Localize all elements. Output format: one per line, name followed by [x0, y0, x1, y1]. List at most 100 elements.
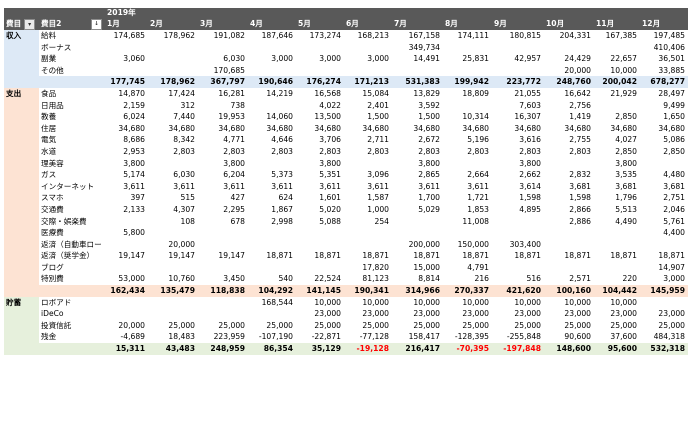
value-cell[interactable] [640, 239, 688, 251]
subtotal-value[interactable]: 135,479 [148, 285, 198, 297]
value-cell[interactable]: 10,000 [610, 297, 637, 307]
item-name[interactable]: 理美容 [41, 158, 64, 168]
value-cell[interactable]: 5,373 [271, 170, 293, 180]
value-cell[interactable]: 3,000 [271, 54, 293, 64]
value-cell[interactable]: 34,680 [168, 123, 195, 133]
item-name[interactable]: 残金 [41, 332, 57, 342]
month-header[interactable]: 8月 [443, 18, 492, 30]
value-cell[interactable]: 2,571 [569, 274, 591, 284]
value-cell[interactable]: 2,803 [367, 146, 389, 156]
value-cell[interactable] [248, 239, 296, 251]
value-cell[interactable]: 25,000 [266, 320, 293, 330]
value-cell[interactable]: 312 [180, 100, 196, 110]
value-cell[interactable] [105, 239, 148, 251]
value-cell[interactable]: 17,820 [362, 262, 389, 272]
value-cell[interactable]: 3,800 [615, 158, 637, 168]
item-name[interactable]: 投資信託 [41, 320, 72, 330]
month-header[interactable]: 2月 [148, 18, 198, 30]
month-header[interactable]: 10月 [544, 18, 594, 30]
value-cell[interactable] [594, 239, 640, 251]
subtotal-value[interactable]: 421,620 [492, 285, 544, 297]
value-cell[interactable]: 7,440 [173, 112, 195, 122]
year-label[interactable]: 2019年 [105, 8, 148, 18]
value-cell[interactable]: 216 [474, 274, 490, 284]
subtotal-value[interactable]: 104,292 [248, 285, 296, 297]
item-name[interactable]: その他 [41, 65, 64, 75]
subtotal-value[interactable]: 248,959 [198, 343, 248, 355]
value-cell[interactable]: 5,196 [467, 135, 489, 145]
value-cell[interactable] [492, 227, 544, 239]
value-cell[interactable]: 34,680 [314, 123, 341, 133]
value-cell[interactable] [344, 227, 392, 239]
value-cell[interactable]: 220 [622, 274, 638, 284]
subtotal-value[interactable]: 314,966 [392, 285, 443, 297]
value-cell[interactable] [443, 227, 492, 239]
value-cell[interactable]: 25,000 [564, 320, 591, 330]
item-name[interactable]: ロボアド [41, 297, 72, 307]
value-cell[interactable]: 5,029 [418, 204, 440, 214]
value-cell[interactable]: 10,000 [514, 297, 541, 307]
value-cell[interactable] [198, 308, 248, 320]
value-cell[interactable]: 178,962 [163, 31, 195, 40]
value-cell[interactable]: 11,008 [462, 216, 489, 226]
item-name[interactable]: 医療費 [41, 228, 64, 238]
value-cell[interactable]: 2,998 [271, 216, 293, 226]
value-cell[interactable]: 197,485 [653, 31, 685, 40]
value-cell[interactable]: 24,429 [564, 54, 591, 64]
subtotal-value[interactable]: 104,442 [594, 285, 640, 297]
value-cell[interactable]: -22,871 [311, 332, 341, 342]
value-cell[interactable]: 23,000 [514, 309, 541, 319]
value-cell[interactable]: 23,000 [658, 309, 685, 319]
value-cell[interactable]: 174,111 [457, 31, 489, 40]
value-cell[interactable]: 349,734 [408, 42, 440, 52]
subtotal-value[interactable]: 100,160 [544, 285, 594, 297]
value-cell[interactable]: 173,274 [309, 31, 341, 40]
category-cell[interactable]: 貯蓄 [4, 296, 39, 309]
value-cell[interactable]: 223,959 [213, 332, 245, 342]
value-cell[interactable]: 4,022 [319, 100, 341, 110]
value-cell[interactable]: 204,331 [559, 31, 591, 40]
value-cell[interactable]: 23,000 [314, 309, 341, 319]
value-cell[interactable]: 167,385 [605, 31, 637, 40]
value-cell[interactable]: 34,680 [462, 123, 489, 133]
value-cell[interactable]: 3,450 [223, 274, 245, 284]
value-cell[interactable]: 2,803 [418, 146, 440, 156]
value-cell[interactable] [198, 297, 248, 309]
value-cell[interactable]: 5,800 [123, 228, 145, 238]
item-name[interactable]: 食品 [41, 88, 57, 98]
value-cell[interactable]: 21,055 [514, 88, 541, 98]
value-cell[interactable]: 15,084 [362, 88, 389, 98]
value-cell[interactable]: 25,000 [610, 320, 637, 330]
value-cell[interactable]: 3,611 [367, 181, 389, 191]
value-cell[interactable]: 17,424 [168, 88, 195, 98]
value-cell[interactable]: 180,815 [509, 31, 541, 40]
value-cell[interactable] [443, 158, 492, 170]
value-cell[interactable]: 2,401 [367, 100, 389, 110]
value-cell[interactable]: 4,027 [615, 135, 637, 145]
value-cell[interactable]: 1,598 [519, 193, 541, 203]
value-cell[interactable] [248, 158, 296, 170]
row-field-1[interactable]: 費目 ▾ [4, 18, 39, 30]
month-header[interactable]: 9月 [492, 18, 544, 30]
value-cell[interactable]: 6,030 [223, 54, 245, 64]
value-cell[interactable] [105, 216, 148, 228]
value-cell[interactable] [594, 42, 640, 54]
subtotal-value[interactable]: 145,959 [640, 285, 688, 297]
value-cell[interactable]: 34,680 [564, 123, 591, 133]
value-cell[interactable] [105, 65, 148, 77]
value-cell[interactable]: 2,803 [569, 146, 591, 156]
value-cell[interactable] [544, 42, 594, 54]
value-cell[interactable]: 3,681 [569, 181, 591, 191]
value-cell[interactable]: 28,497 [658, 88, 685, 98]
subtotal-value[interactable]: 223,772 [492, 76, 544, 88]
value-cell[interactable]: 21,929 [610, 88, 637, 98]
value-cell[interactable] [492, 42, 544, 54]
month-header[interactable]: 7月 [392, 18, 443, 30]
value-cell[interactable]: 4,895 [519, 204, 541, 214]
value-cell[interactable]: 1,500 [367, 112, 389, 122]
value-cell[interactable]: 5,351 [319, 170, 341, 180]
value-cell[interactable] [198, 42, 248, 54]
value-cell[interactable]: 3,611 [123, 181, 145, 191]
item-name[interactable]: 給料 [41, 31, 57, 40]
value-cell[interactable]: -107,190 [258, 332, 293, 342]
